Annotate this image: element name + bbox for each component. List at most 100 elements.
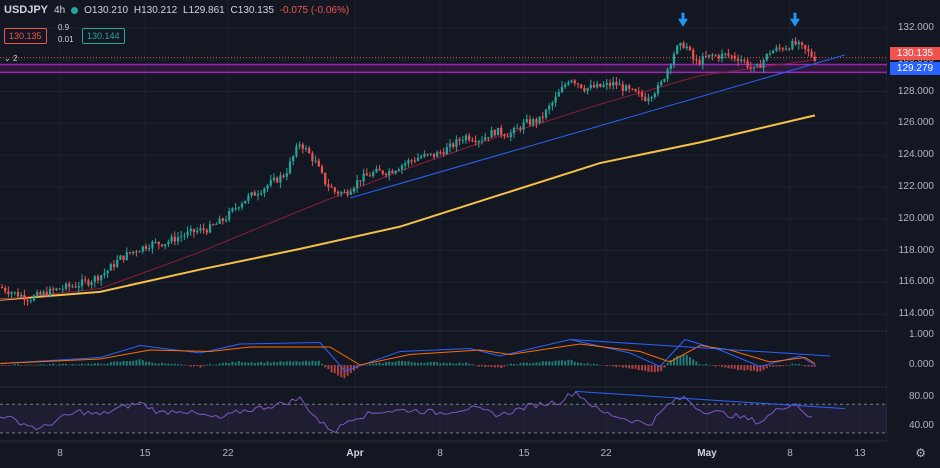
candle-body [292,156,295,162]
macd-histogram-bar [759,365,762,372]
macd-histogram-bar [564,360,567,366]
macd-histogram-bar [465,362,467,366]
candle-body [736,58,740,61]
symbol-label[interactable]: USDJPY [4,4,49,16]
macd-histogram-bar [535,362,538,366]
macd-histogram-bar [42,364,45,366]
macd-histogram-bar [285,361,288,366]
macd-histogram-bar [173,363,176,366]
macd-histogram-bar [180,364,183,366]
spread-readout: 0.9 0.01 [58,22,74,46]
macd-histogram-bar [561,360,563,366]
macd-histogram-bar [84,364,87,366]
candle-body [413,160,416,162]
candle-body [711,54,714,56]
candle-body [308,148,311,154]
macd-histogram-bar [481,365,483,367]
macd-histogram-bar [711,365,714,366]
candle-body [503,134,506,137]
candle-body [285,173,288,177]
rsi-tick-label: 40.00 [908,419,934,431]
time-tick-label: 8 [437,448,443,459]
macd-histogram-bar [506,364,509,366]
macd-histogram-bar [679,355,682,366]
candle-body [522,122,525,130]
settings-gear-icon[interactable]: ⚙ [915,446,926,460]
candle-body [692,49,695,60]
macd-histogram-bar [484,365,487,368]
candle-body [717,55,720,59]
close-value: C130.135 [230,4,274,16]
macd-histogram-bar [746,365,749,370]
candle-body [311,153,314,162]
candle-body [320,166,324,173]
candle-body [669,64,672,70]
candle-body [167,241,170,245]
macd-histogram-bar [305,360,307,366]
level-price-tag: 129.279 [890,62,940,75]
macd-histogram-bar [673,357,675,366]
macd-histogram-bar [132,360,135,366]
high-value: H130.212 [133,4,178,16]
candle-body [650,96,653,99]
interval-label[interactable]: 4h [54,4,66,16]
macd-histogram-bar [487,365,490,367]
macd-histogram-bar [71,363,74,366]
down-arrow-icon [790,12,800,27]
macd-histogram-bar [135,360,138,366]
candle-body [788,48,791,50]
candle-body [813,56,816,62]
macd-histogram-bar [116,361,119,366]
candle-body [656,85,660,94]
candle-body [615,81,618,86]
candle-body [608,82,612,86]
macd-histogram-bar [455,363,458,366]
candle-body [720,53,724,59]
candle-body [660,81,663,86]
macd-histogram-bar [106,363,109,366]
macd-histogram-bar [532,362,535,366]
candle-body [176,237,180,242]
price-tick-label: 124.000 [897,149,934,161]
ma-long-line [0,114,816,301]
bid-price-box[interactable]: 130.135 [4,28,47,44]
macd-histogram-bar [477,365,480,367]
macd-histogram-bar [417,362,419,366]
rsi-trendline [574,390,846,410]
macd-histogram-bar [193,365,195,367]
macd-histogram-bar [692,359,695,366]
macd-histogram-bar [314,361,317,366]
macd-histogram-bar [10,364,13,366]
candle-body [330,186,333,188]
macd-histogram-bar [196,365,199,367]
macd-histogram-bar [276,362,279,366]
time-tick-label: Apr [346,448,364,459]
macd-histogram-bar [813,365,816,367]
candle-body [365,173,368,176]
indicator-toggle[interactable]: ⌄ 2 [4,54,18,63]
macd-histogram-bar [321,363,323,366]
candle-body [672,53,676,65]
time-tick-label: 22 [600,448,612,459]
candle-body [157,241,160,245]
macd-histogram-bar [247,362,250,366]
macd-histogram-bar [628,365,631,369]
price-tick-label: 118.000 [898,244,934,256]
macd-histogram-bar [333,365,336,374]
ask-price-box[interactable]: 130.144 [82,28,125,44]
macd-histogram-bar [218,363,221,366]
price-axis[interactable] [887,0,940,468]
candle-body [317,160,320,167]
macd-histogram-bar [609,365,611,366]
macd-histogram-bar [570,360,573,366]
macd-histogram-bar [644,365,647,371]
macd-histogram-bar [324,365,327,368]
macd-histogram-bar [557,360,560,366]
macd-histogram-bar [452,363,455,366]
candle-body [493,130,496,136]
candle-body [77,286,80,288]
macd-histogram-bar [385,362,387,366]
price-tick-label: 122.000 [897,180,934,192]
macd-histogram-bar [13,364,16,366]
